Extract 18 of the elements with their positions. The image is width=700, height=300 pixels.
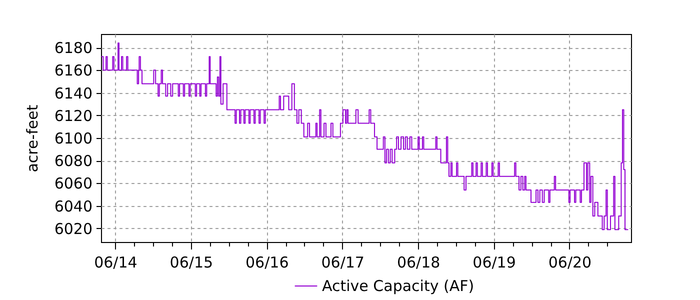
x-tick-label: 06/19 bbox=[472, 254, 516, 272]
x-tick-label: 06/18 bbox=[396, 254, 440, 272]
x-tick-label: 06/17 bbox=[321, 254, 364, 272]
y-axis-title: acre-feet bbox=[23, 104, 42, 172]
y-tick-label: 6040 bbox=[54, 197, 92, 216]
y-tick-label: 6100 bbox=[54, 130, 92, 148]
y-tick-label: 6180 bbox=[54, 39, 92, 58]
legend-label: Active Capacity (AF) bbox=[322, 277, 474, 295]
y-tick-label: 6120 bbox=[54, 106, 92, 125]
x-tick-label: 06/14 bbox=[94, 254, 138, 272]
y-tick-label: 6020 bbox=[54, 220, 92, 238]
y-tick-label: 6080 bbox=[54, 152, 92, 170]
x-tick-label: 06/16 bbox=[246, 254, 289, 272]
x-tick-label: 06/15 bbox=[170, 254, 214, 272]
y-tick-label: 6160 bbox=[54, 62, 92, 80]
y-tick-label: 6140 bbox=[54, 84, 92, 102]
y-tick-label: 6060 bbox=[54, 174, 92, 193]
x-tick-label: 06/20 bbox=[548, 254, 592, 272]
